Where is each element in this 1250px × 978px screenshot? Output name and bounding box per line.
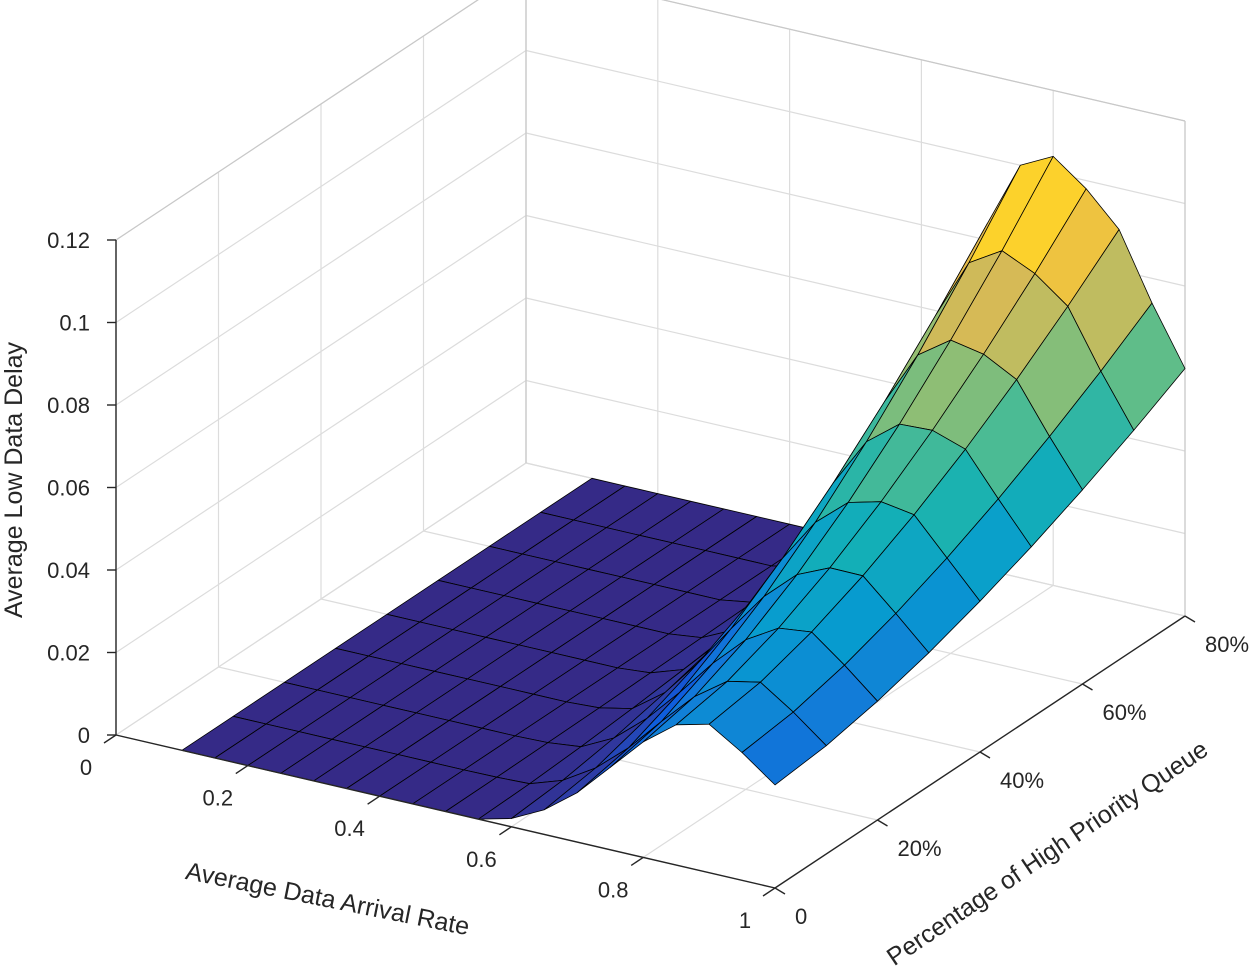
z-tick-label: 0.06 [47,476,90,501]
z-tick-label: 0.08 [47,393,90,418]
x-tick-label: 0.8 [598,877,629,902]
x-axis-line [115,734,776,889]
z-tick-label: 0 [78,723,90,748]
x-tick [499,826,512,836]
z-tick-label: 0.1 [59,311,90,336]
y-tick-label: 40% [1000,768,1044,793]
z-tick-label: 0.12 [47,228,90,253]
x-tick [367,795,380,805]
y-tick-label: 20% [898,836,942,861]
surface-mesh [181,155,1186,820]
z-tick-label: 0.02 [47,641,90,666]
y-tick [979,751,991,759]
x-tick-label: 0 [80,755,92,780]
y-tick-label: 80% [1205,632,1249,657]
x-tick-label: 0.2 [203,786,234,811]
grid-line-z-back [525,49,1186,205]
z-tick-label: 0.04 [47,558,90,583]
y-tick [877,819,888,827]
x-axis-label: Average Data Arrival Rate [183,857,471,941]
x-tick [235,765,249,775]
x-tick [103,734,117,744]
grid-line-z-back [661,0,1186,122]
surface-patch [741,711,827,786]
y-tick [774,887,786,895]
y-tick [1082,683,1093,691]
y-tick [1184,615,1196,623]
x-tick-label: 0.6 [466,847,497,872]
x-tick-label: 0.4 [334,816,365,841]
x-tick-label: 1 [739,908,751,933]
tick-labels: 0 0.02 0.04 0.06 0.08 0.1 0.12 0 0.2 0.4 0.6 0.8 1 0 2… [47,228,1249,933]
box-edge [115,0,479,241]
box-edge [661,0,1186,122]
x-tick [762,887,776,897]
z-axis-label: Average Low Data Delay [0,341,28,618]
x-tick [630,856,644,866]
y-tick-label: 0 [795,904,807,929]
y-tick-label: 60% [1103,700,1147,725]
